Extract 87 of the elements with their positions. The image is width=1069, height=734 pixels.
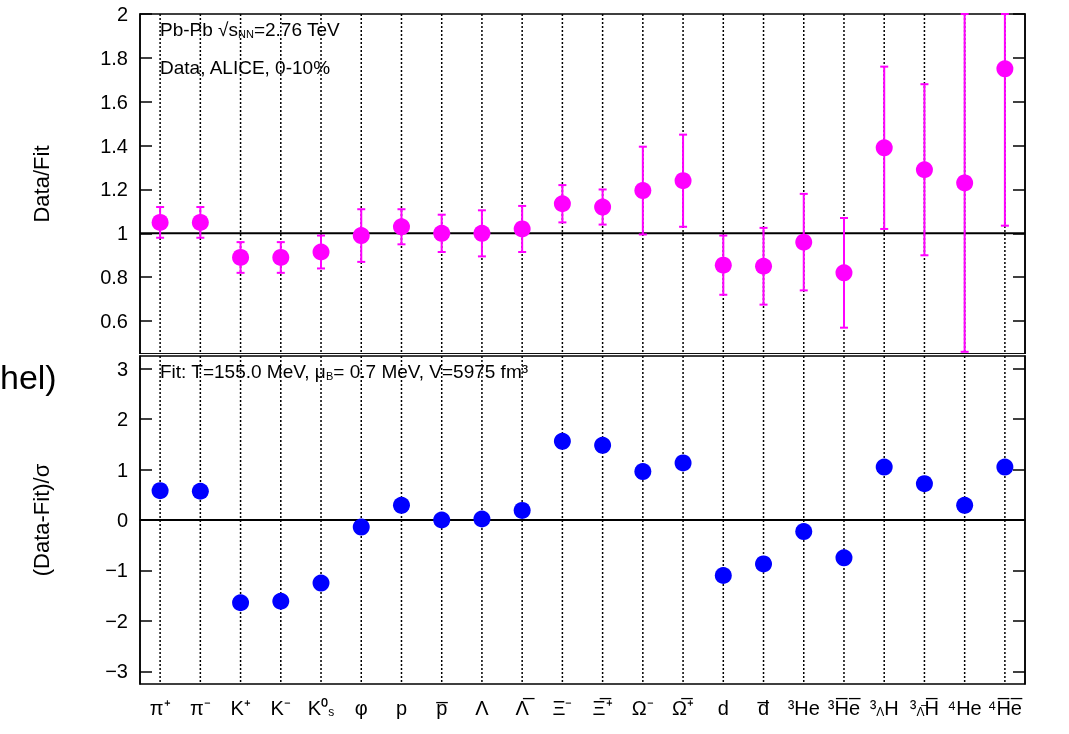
- x-tick-label: ⁴He: [947, 697, 982, 719]
- point: [392, 496, 410, 514]
- point: [513, 501, 531, 519]
- point: [392, 218, 410, 236]
- y-tick-label: −2: [105, 609, 128, 632]
- point: [312, 574, 330, 592]
- point: [996, 458, 1014, 476]
- point: [191, 482, 209, 500]
- point: [755, 555, 773, 573]
- x-tick-label: π⁺: [149, 697, 171, 719]
- point: [312, 243, 330, 261]
- x-tick-label: K⁻: [270, 697, 291, 719]
- point: [151, 482, 169, 500]
- y-tick-label: 1.6: [100, 90, 128, 113]
- x-tick-label: p̅: [436, 697, 448, 719]
- y-tick-label: 1: [116, 458, 128, 481]
- x-tick-label: ³H̅e̅: [827, 697, 861, 719]
- point: [232, 248, 250, 266]
- y-tick-label: −3: [105, 660, 128, 683]
- point: [795, 523, 813, 541]
- y-tick-label: 0.8: [100, 266, 128, 289]
- y-tick-label: 1: [116, 222, 128, 245]
- x-tick-label: Ξ̅⁺: [592, 697, 613, 719]
- point: [594, 198, 612, 216]
- y-tick-label: 2: [116, 3, 128, 25]
- point: [835, 264, 853, 282]
- x-tick-label: ³ΛH: [869, 697, 899, 719]
- point: [634, 182, 652, 200]
- x-tick-label: π⁻: [189, 697, 211, 719]
- x-tick-label: ³He: [787, 697, 820, 719]
- x-tick-label: Λ̅: [515, 697, 535, 719]
- y-tick-label: 3: [116, 357, 128, 380]
- point: [352, 518, 370, 536]
- point: [915, 161, 933, 179]
- point: [352, 227, 370, 245]
- point: [714, 567, 732, 584]
- point: [875, 139, 893, 157]
- point: [151, 213, 169, 231]
- y-tick-label: −1: [105, 559, 128, 582]
- point: [915, 475, 933, 493]
- point: [513, 220, 531, 238]
- point: [191, 213, 209, 231]
- x-tick-label: Ξ⁻: [552, 697, 573, 719]
- point: [433, 511, 451, 529]
- point: [634, 463, 652, 481]
- point: [956, 496, 974, 514]
- y-tick-label: 1.4: [100, 134, 128, 157]
- y-tick-label: 0.6: [100, 310, 128, 333]
- point: [272, 592, 290, 610]
- y-tick-label: 1.8: [100, 46, 128, 69]
- x-tick-label: d̅: [757, 697, 770, 719]
- point: [232, 594, 250, 612]
- point: [996, 60, 1014, 78]
- y-tick-label: 1.2: [100, 178, 128, 201]
- point: [755, 257, 773, 275]
- point: [553, 432, 571, 450]
- y-tick-label: 0: [116, 509, 128, 531]
- point: [674, 454, 692, 472]
- y-tick-label: 2: [116, 408, 128, 431]
- x-tick-label: Λ: [475, 697, 490, 719]
- y-axis-title: Data/Fit: [28, 145, 54, 223]
- point: [473, 224, 491, 242]
- x-tick-label: K⁰s: [307, 697, 335, 719]
- point: [674, 172, 692, 190]
- annotation: Fit: T=155.0 MeV, μB= 0.7 MeV, V=5975 fm³: [160, 361, 529, 382]
- point: [875, 458, 893, 476]
- point: [835, 549, 853, 567]
- text: hel): [0, 358, 57, 396]
- point: [553, 195, 571, 213]
- x-tick-label: ⁴H̅e̅: [987, 697, 1023, 719]
- point: [433, 224, 451, 242]
- x-tick-label: φ: [354, 697, 368, 719]
- x-tick-label: ³Λ̅H̅: [909, 697, 939, 719]
- point: [714, 256, 732, 274]
- x-tick-label: d: [717, 697, 729, 719]
- point: [956, 174, 974, 192]
- point: [473, 510, 491, 528]
- point: [795, 233, 813, 251]
- y-axis-title: (Data-Fit)/σ: [28, 463, 54, 577]
- x-tick-label: p: [395, 697, 408, 719]
- x-tick-label: Ω̅⁺: [672, 697, 695, 719]
- annotation: Pb-Pb √sNN=2.76 TeV: [160, 19, 340, 40]
- x-tick-label: K⁺: [230, 697, 251, 719]
- point: [594, 436, 612, 454]
- annotation: Data, ALICE, 0-10%: [160, 57, 331, 78]
- point: [272, 248, 290, 266]
- x-tick-label: Ω⁻: [631, 697, 654, 719]
